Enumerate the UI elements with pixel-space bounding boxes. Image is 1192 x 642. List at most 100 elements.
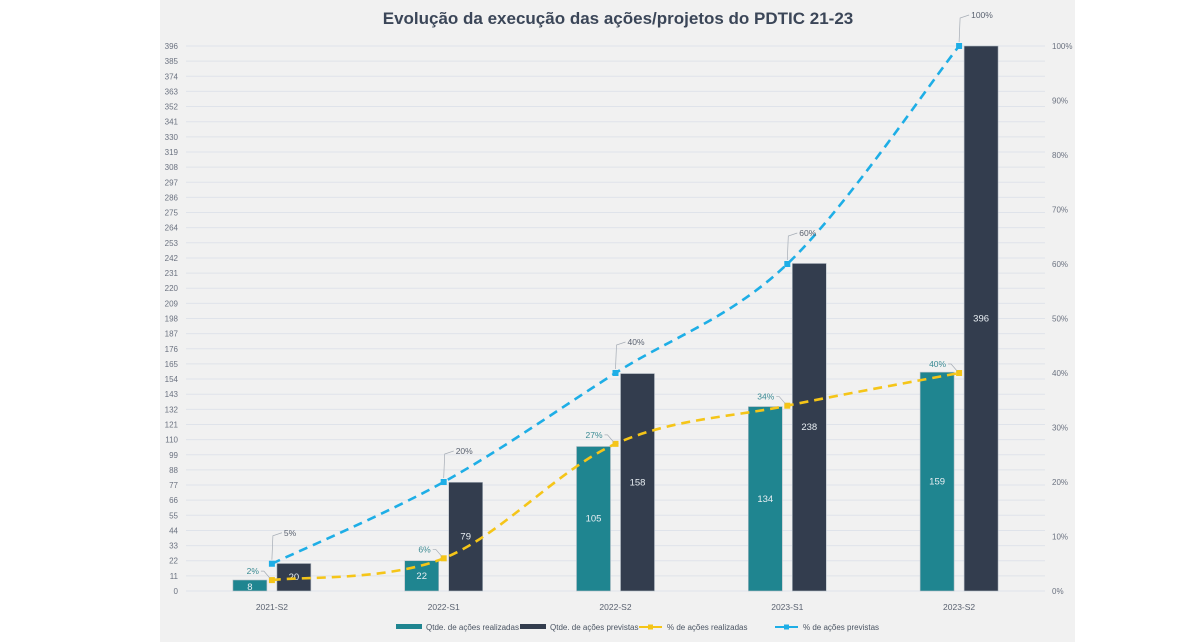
right-axis-ticks: 0% 10% 20% 30% 40% 50% 60% 70% 80% 90% 100%: [1052, 42, 1072, 596]
legend-item-realizadas-qtde[interactable]: Qtde. de ações realizadas: [396, 623, 519, 632]
bar-previstas: [448, 481, 484, 592]
right-tick-label: 10%: [1052, 533, 1068, 542]
label-leader-line: [948, 363, 958, 372]
marker-pct-realizadas: [440, 555, 447, 562]
legend-item-previstas-qtde[interactable]: Qtde. de ações previstas: [520, 623, 639, 632]
left-tick-label: 396: [165, 42, 179, 51]
legend-marker-realizadas-pct: [648, 624, 653, 630]
label-leader-line: [615, 341, 626, 370]
right-tick-label: 40%: [1052, 369, 1068, 378]
pct-data-label: 27%: [585, 430, 602, 440]
left-tick-label: 0: [174, 587, 179, 596]
chart-svg: Evolução da execução das ações/projetos …: [165, 9, 1073, 632]
left-tick-label: 121: [165, 420, 179, 429]
label-leader-line: [604, 434, 614, 443]
x-tick-label: 2022-S2: [599, 602, 631, 612]
label-leader-line: [443, 450, 454, 479]
left-tick-label: 154: [165, 375, 179, 384]
legend-label-realizadas-qtde: Qtde. de ações realizadas: [426, 623, 519, 632]
bar-previstas: [963, 45, 999, 592]
pct-data-label: 2%: [247, 566, 260, 576]
left-tick-label: 187: [165, 330, 179, 339]
pct-data-label: 100%: [971, 10, 993, 20]
left-tick-label: 264: [165, 224, 179, 233]
left-tick-label: 275: [165, 209, 179, 218]
legend: Qtde. de ações realizadas Qtde. de ações…: [396, 623, 879, 632]
left-axis-ticks: 0 11 22 33 44 55 66 77 88 99 110 121 132 143 154 165 176…: [165, 42, 179, 596]
left-tick-label: 330: [165, 133, 179, 142]
bar-value-label: 159: [929, 477, 945, 488]
label-leader-line: [271, 532, 283, 560]
left-tick-label: 143: [165, 390, 179, 399]
bar-value-label: 396: [973, 314, 989, 325]
marker-pct-previstas: [440, 479, 447, 485]
left-tick-label: 132: [165, 405, 179, 414]
legend-label-realizadas-pct: % de ações realizadas: [667, 623, 748, 632]
x-tick-label: 2023-S1: [771, 602, 803, 612]
left-tick-label: 209: [165, 299, 179, 308]
line-pct-previstas: [271, 45, 961, 565]
right-tick-label: 30%: [1052, 424, 1068, 433]
pct-data-label: 6%: [418, 544, 431, 554]
label-leader-line: [786, 232, 798, 261]
legend-marker-previstas-pct: [784, 624, 789, 630]
bar-realizadas: [747, 406, 783, 592]
pct-data-label: 40%: [628, 337, 645, 347]
marker-pct-realizadas: [612, 440, 619, 447]
pct-data-label: 40%: [929, 359, 946, 369]
bar-value-label: 8: [247, 582, 252, 593]
legend-item-realizadas-pct[interactable]: % de ações realizadas: [639, 623, 748, 632]
bar-value-label: 158: [630, 477, 646, 488]
line-pct-realizadas: [271, 371, 960, 582]
bar-value-label: 134: [757, 494, 773, 505]
left-tick-label: 176: [165, 345, 179, 354]
left-tick-label: 77: [169, 481, 178, 490]
x-tick-label: 2022-S1: [428, 602, 460, 612]
left-tick-label: 308: [165, 163, 179, 172]
label-leader-line: [432, 548, 442, 557]
marker-pct-realizadas: [784, 402, 791, 409]
chart-title: Evolução da execução das ações/projetos …: [383, 9, 854, 28]
left-tick-label: 99: [169, 451, 178, 460]
bar-value-label: 79: [460, 532, 471, 543]
lines: 2% 6% 27% 34% 40% 5% 20% 40% 60% 100%: [247, 10, 993, 584]
left-tick-label: 198: [165, 315, 179, 324]
left-tick-label: 231: [165, 269, 179, 278]
bar-value-label: 105: [586, 514, 602, 525]
right-tick-label: 0%: [1052, 587, 1064, 596]
right-tick-label: 80%: [1052, 151, 1068, 160]
legend-swatch-previstas-qtde: [520, 624, 546, 629]
left-tick-label: 33: [169, 542, 178, 551]
legend-item-previstas-pct[interactable]: % de ações previstas: [775, 623, 879, 632]
x-tick-label: 2023-S2: [943, 602, 975, 612]
marker-pct-previstas: [956, 43, 963, 49]
left-tick-label: 286: [165, 193, 179, 202]
x-tick-label: 2021-S2: [256, 602, 288, 612]
left-tick-label: 341: [165, 118, 179, 127]
pct-data-label: 5%: [284, 528, 297, 538]
legend-label-previstas-pct: % de ações previstas: [803, 623, 879, 632]
bar-previstas: [791, 263, 827, 592]
left-tick-label: 363: [165, 87, 179, 96]
bar-realizadas: [232, 579, 268, 592]
x-axis-ticks: 2021-S2 2022-S1 2022-S2 2023-S1 2023-S2: [256, 602, 976, 612]
left-tick-label: 55: [169, 511, 178, 520]
left-tick-label: 374: [165, 72, 179, 81]
bar-realizadas: [576, 446, 611, 592]
left-tick-label: 319: [165, 148, 179, 157]
marker-pct-previstas: [784, 261, 791, 267]
marker-pct-previstas: [268, 560, 275, 567]
label-leader-line: [776, 396, 786, 404]
left-tick-label: 110: [165, 436, 178, 445]
label-leader-line: [958, 14, 970, 43]
left-tick-label: 352: [165, 103, 179, 112]
marker-pct-previstas: [612, 370, 619, 376]
left-tick-label: 88: [169, 466, 178, 475]
grid-lines: [186, 45, 1045, 592]
left-tick-label: 165: [165, 360, 179, 369]
right-tick-label: 50%: [1052, 315, 1068, 324]
left-tick-label: 220: [165, 284, 179, 293]
bar-realizadas: [919, 371, 955, 592]
left-tick-label: 253: [165, 239, 179, 248]
